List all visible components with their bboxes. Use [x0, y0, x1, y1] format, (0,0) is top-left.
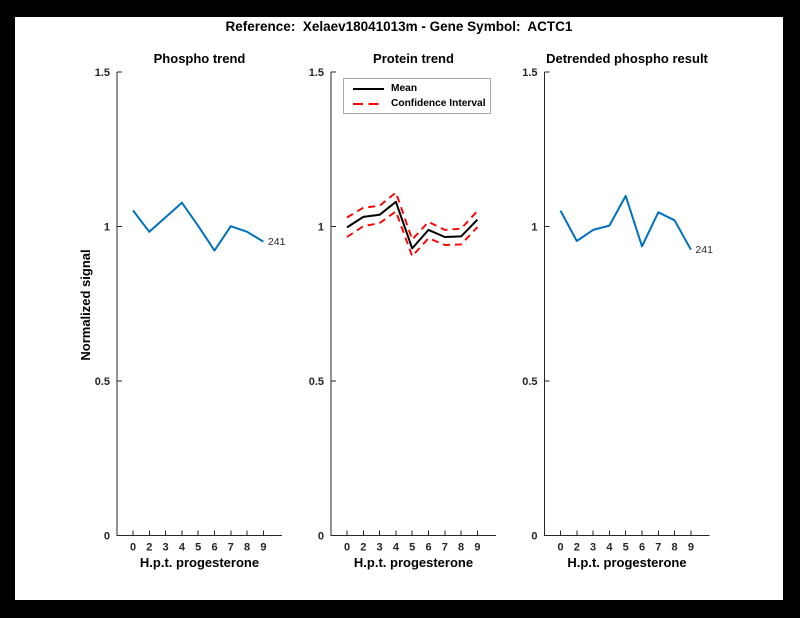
- y-tick-label: 0.5: [522, 376, 537, 388]
- confidence-interval-swatch-icon: [353, 102, 384, 105]
- x-tick-label: 6: [425, 542, 431, 554]
- x-tick-label: 7: [655, 542, 661, 554]
- subplot3-x-axis-label: H.p.t. progesterone: [567, 555, 687, 570]
- axes: [330, 72, 496, 536]
- x-tick-label: 4: [179, 542, 186, 554]
- axes: [544, 72, 710, 536]
- subplot1-x-axis-label: H.p.t. progesterone: [139, 555, 260, 570]
- series-line-protein-mean: [346, 200, 479, 250]
- x-tick-label: 4: [606, 542, 613, 554]
- x-tick-label: 6: [639, 542, 645, 554]
- x-tick-label: 9: [260, 542, 266, 554]
- x-tick-label: 9: [688, 542, 694, 554]
- x-tick-label: 4: [393, 542, 400, 554]
- y-tick-label: 1: [318, 222, 324, 234]
- legend-label-confidence-interval: Confidence Interval: [391, 98, 486, 109]
- x-tick-label: 8: [458, 542, 464, 554]
- x-tick-label: 2: [574, 542, 580, 554]
- subplot2-title: Protein trend: [373, 51, 454, 66]
- subplot3-title: Detrended phospho result: [546, 51, 708, 66]
- y-tick-label: 0: [104, 531, 110, 543]
- figure-title: Reference: Xelaev18041013m - Gene Symbol…: [225, 19, 573, 34]
- series-line-confidence-upper: [346, 191, 479, 241]
- x-tick-label: 2: [146, 542, 152, 554]
- y-tick-label: 0.5: [309, 376, 324, 388]
- x-tick-label: 8: [244, 542, 250, 554]
- x-tick-label: 3: [377, 542, 383, 554]
- x-tick-label: 5: [409, 542, 415, 554]
- y-tick-label: 1.5: [309, 67, 324, 79]
- x-tick-label: 0: [130, 542, 136, 554]
- series-end-label: 241: [695, 244, 713, 256]
- legend-entry-mean: Mean: [353, 83, 490, 94]
- legend-box: Mean Confidence Interval: [343, 78, 491, 114]
- x-tick-label: 3: [590, 542, 596, 554]
- series-line-confidence-lower: [346, 210, 479, 258]
- x-tick-label: 8: [672, 542, 678, 554]
- legend-entry-confidence-interval: Confidence Interval: [353, 98, 490, 109]
- x-tick-label: 0: [344, 542, 350, 554]
- series-end-label: 241: [268, 236, 286, 248]
- x-tick-label: 0: [557, 542, 563, 554]
- y-tick-label: 0: [531, 531, 537, 543]
- y-tick-label: 1: [531, 222, 537, 234]
- subplot2-x-axis-label: H.p.t. progesterone: [353, 555, 474, 570]
- x-tick-label: 3: [163, 542, 169, 554]
- y-tick-label: 1.5: [95, 67, 110, 79]
- legend-label-mean: Mean: [391, 83, 418, 94]
- x-tick-label: 2: [360, 542, 366, 554]
- y-tick-label: 1.5: [522, 67, 537, 79]
- x-tick-label: 7: [442, 542, 448, 554]
- x-tick-label: 5: [623, 542, 629, 554]
- subplot-2: 00.511.50 2 3 4 5 6 7 8 9: [309, 67, 496, 554]
- series-line-phospho-signal: [132, 201, 264, 252]
- mean-line-swatch-icon: [353, 87, 384, 90]
- series-line-detrended-phospho-signal: [559, 194, 692, 251]
- x-tick-label: 7: [228, 542, 234, 554]
- x-tick-label: 5: [195, 542, 201, 554]
- y-tick-label: 0.5: [95, 376, 110, 388]
- x-tick-label: 6: [211, 542, 217, 554]
- y-axis-label: Normalized signal: [78, 249, 93, 361]
- y-tick-label: 1: [104, 222, 110, 234]
- figure-canvas: [15, 17, 783, 600]
- y-tick-label: 0: [318, 531, 324, 543]
- axes: [116, 72, 282, 536]
- x-tick-label: 9: [474, 542, 480, 554]
- subplot1-title: Phospho trend: [153, 51, 246, 66]
